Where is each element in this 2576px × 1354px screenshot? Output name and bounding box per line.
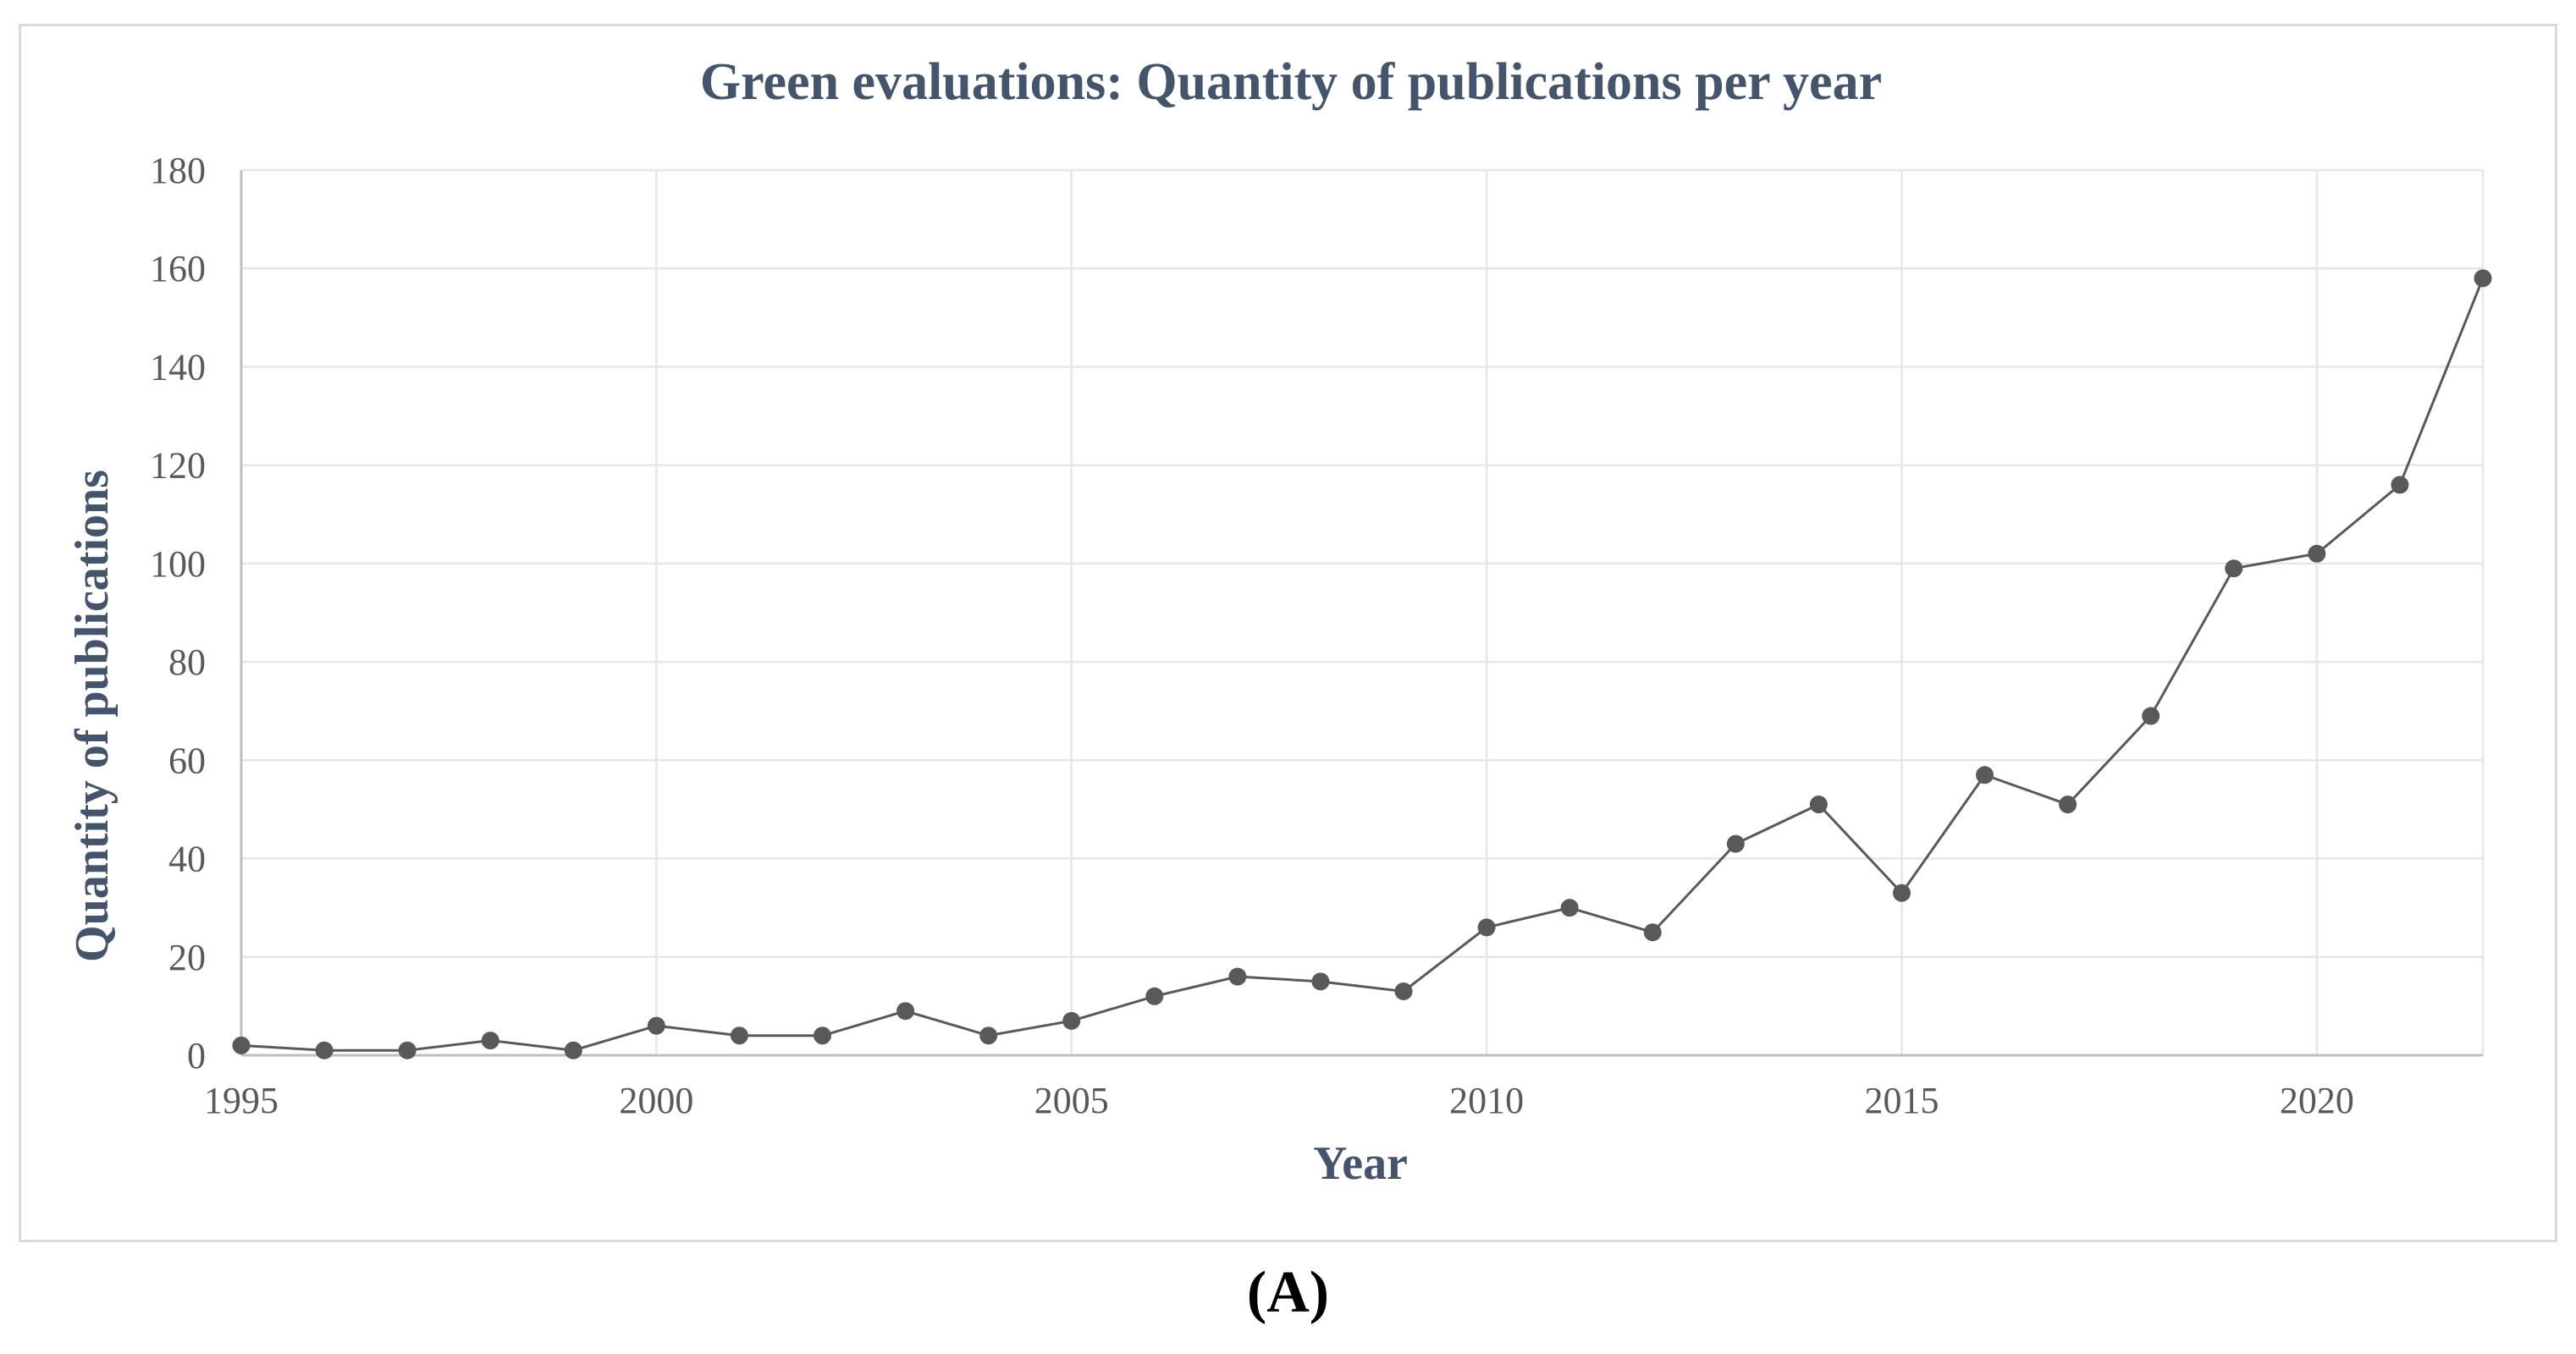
data-point — [564, 1041, 582, 1060]
data-point — [481, 1032, 499, 1050]
data-point — [1145, 987, 1164, 1005]
marker-layer — [232, 269, 2492, 1060]
y-tick-label: 120 — [150, 445, 206, 487]
data-point — [398, 1041, 416, 1060]
grid-layer — [240, 168, 2485, 1055]
y-tick-label: 40 — [168, 839, 206, 880]
data-point — [979, 1027, 998, 1045]
data-point — [2059, 795, 2077, 814]
data-point — [1809, 795, 1828, 814]
data-point — [647, 1016, 665, 1035]
data-point — [2225, 559, 2243, 578]
data-point — [1477, 918, 1496, 937]
y-tick-label: 80 — [168, 641, 206, 683]
x-tick-label: 2020 — [2280, 1080, 2354, 1121]
data-point — [1643, 923, 1662, 942]
y-tick-label: 100 — [150, 543, 206, 585]
data-point — [1311, 972, 1330, 991]
x-tick-label: 2015 — [1864, 1080, 1939, 1121]
x-tick-label: 2010 — [1449, 1080, 1524, 1121]
series-line — [240, 278, 2485, 1052]
y-tick-label: 0 — [187, 1035, 206, 1076]
y-tick-label: 180 — [150, 150, 206, 191]
data-point — [315, 1041, 334, 1060]
chart-title: Green evaluations: Quantity of publicati… — [700, 53, 1882, 111]
chart-frame: 0 20 40 60 80 100 120 140 160 180 1995 2000 2005 2010… — [19, 24, 2557, 1242]
axis-layer — [240, 170, 2483, 1057]
tick-label-layer: 0 20 40 60 80 100 120 140 160 180 1995 2000 2005 2010… — [150, 150, 2354, 1121]
data-point — [1394, 982, 1413, 1000]
x-tick-label: 2000 — [619, 1080, 693, 1121]
y-tick-label: 60 — [168, 740, 206, 781]
data-point — [2308, 544, 2326, 563]
data-point — [1560, 899, 1579, 917]
data-point — [814, 1027, 832, 1045]
y-tick-label: 140 — [150, 346, 206, 388]
x-axis-title: Year — [1313, 1137, 1408, 1190]
data-point — [2391, 476, 2409, 494]
x-tick-label: 2005 — [1034, 1080, 1109, 1121]
y-tick-label: 20 — [168, 937, 206, 978]
data-point — [1892, 883, 1911, 902]
figure-caption: (A) — [1246, 1260, 1330, 1325]
data-point — [1228, 967, 1247, 986]
data-point — [1976, 766, 1994, 784]
y-tick-label: 160 — [150, 248, 206, 289]
data-point — [232, 1036, 251, 1054]
data-point — [2474, 269, 2492, 288]
data-point — [1726, 834, 1745, 853]
data-point — [896, 1002, 915, 1021]
series-line-layer — [240, 278, 2485, 1052]
y-axis-title: Quantity of publications — [66, 470, 119, 962]
x-tick-label: 1995 — [204, 1080, 279, 1121]
data-point — [2142, 707, 2160, 725]
data-point — [1062, 1011, 1081, 1030]
line-chart: 0 20 40 60 80 100 120 140 160 180 1995 2000 2005 2010… — [66, 53, 2492, 1190]
data-point — [730, 1027, 748, 1045]
